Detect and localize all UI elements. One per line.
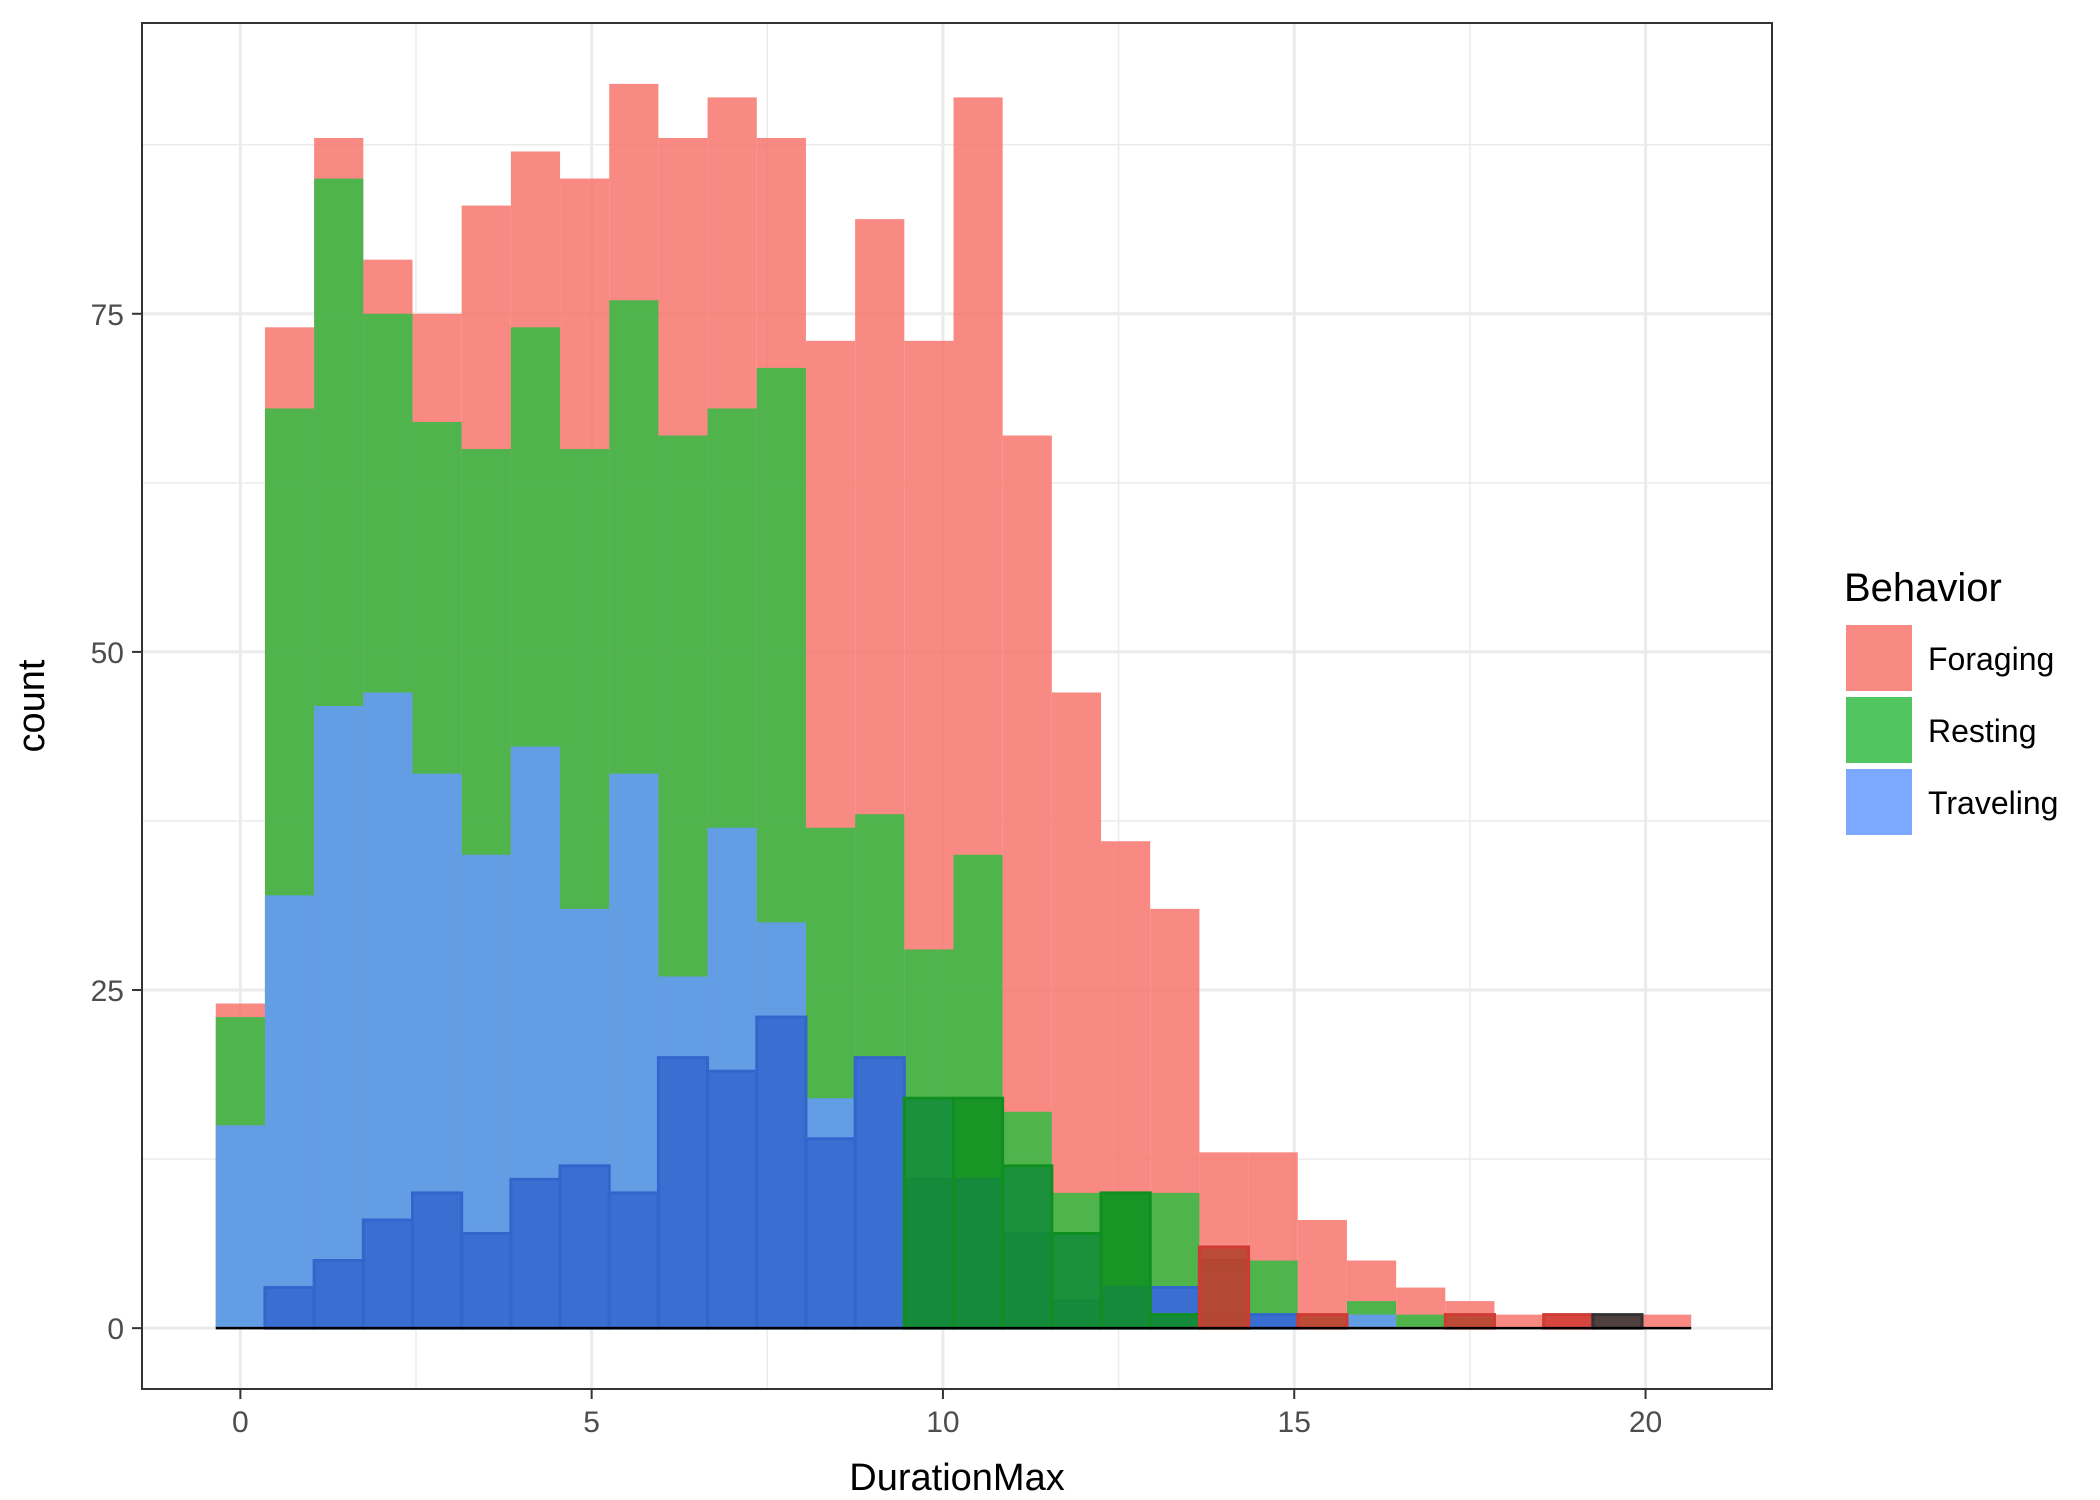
histogram-bar bbox=[1297, 1219, 1347, 1329]
histogram-bar bbox=[1494, 1314, 1544, 1329]
histogram-bar bbox=[312, 1259, 365, 1330]
histogram-bar bbox=[215, 1125, 265, 1329]
histogram-bar bbox=[460, 1231, 513, 1330]
y-tick-label: 50 bbox=[91, 637, 124, 670]
histogram-bar bbox=[902, 1096, 955, 1330]
legend-key-swatch bbox=[1846, 697, 1912, 763]
histogram-bar bbox=[1099, 1191, 1152, 1330]
histogram-bar bbox=[314, 706, 364, 1329]
histogram-bar bbox=[1396, 1314, 1446, 1329]
x-tick-label: 10 bbox=[926, 1406, 959, 1439]
axes: 0 5 10 15 20 0 25 50 75 bbox=[91, 299, 1663, 1439]
histogram-bar bbox=[1001, 1164, 1054, 1330]
x-tick-label: 5 bbox=[583, 1406, 600, 1439]
histogram-bar bbox=[263, 1286, 316, 1330]
legend-key-swatch bbox=[1846, 769, 1912, 835]
x-axis-title: DurationMax bbox=[849, 1457, 1064, 1499]
histogram-bar bbox=[656, 1056, 710, 1330]
histogram-bar bbox=[1346, 1314, 1397, 1329]
histogram-bars bbox=[215, 83, 1692, 1330]
histogram-bar bbox=[264, 895, 315, 1329]
histogram-bar bbox=[853, 1056, 906, 1330]
legend-label: Traveling bbox=[1928, 785, 2058, 821]
histogram-bar bbox=[1197, 1245, 1251, 1330]
histogram-bar bbox=[1642, 1314, 1692, 1329]
y-axis-title: count bbox=[11, 659, 53, 752]
histogram-bar bbox=[607, 1191, 660, 1330]
histogram-bar bbox=[361, 1218, 414, 1330]
x-tick-label: 0 bbox=[232, 1406, 249, 1439]
histogram-bar bbox=[951, 1096, 1005, 1330]
histogram-bar bbox=[755, 1015, 808, 1330]
histogram-bar bbox=[706, 1069, 759, 1330]
histogram-bar bbox=[1542, 1313, 1595, 1330]
histogram-bar bbox=[1591, 1313, 1644, 1330]
x-tick-label: 15 bbox=[1278, 1406, 1311, 1439]
histogram-bar bbox=[1050, 1231, 1103, 1330]
legend: Behavior Foraging Resting Traveling bbox=[1844, 566, 2058, 835]
legend-label: Resting bbox=[1928, 713, 2037, 749]
y-tick-label: 0 bbox=[107, 1313, 124, 1346]
legend-label: Foraging bbox=[1928, 641, 2054, 677]
histogram-bar bbox=[1148, 1313, 1201, 1330]
histogram-bar bbox=[410, 1191, 464, 1330]
legend-items: Foraging Resting Traveling bbox=[1846, 625, 2058, 835]
plot-panel-border bbox=[141, 22, 1773, 1390]
histogram-bar bbox=[558, 1164, 611, 1330]
x-tick-label: 20 bbox=[1629, 1406, 1662, 1439]
legend-title: Behavior bbox=[1844, 566, 2002, 610]
histogram-bar bbox=[1443, 1313, 1496, 1330]
y-tick-label: 75 bbox=[91, 299, 124, 332]
legend-key-swatch bbox=[1846, 625, 1912, 691]
histogram-bar bbox=[1296, 1313, 1349, 1330]
histogram-bar bbox=[804, 1137, 857, 1330]
y-tick-label: 25 bbox=[91, 975, 124, 1008]
histogram-bar bbox=[1247, 1313, 1300, 1330]
histogram-bar bbox=[509, 1177, 562, 1330]
